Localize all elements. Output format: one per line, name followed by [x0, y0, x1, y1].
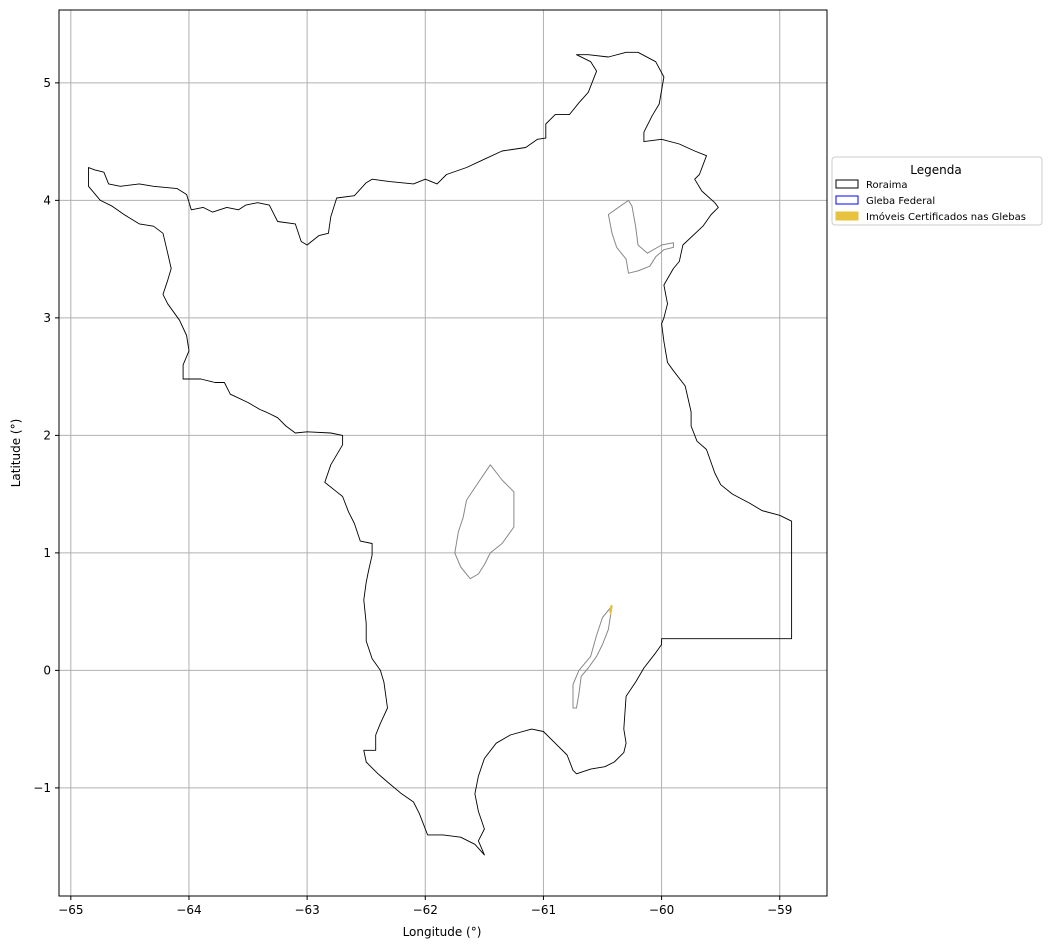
y-axis-ticks: −1 0 1 2 3 4 5 — [33, 76, 59, 795]
y-tick-label: 4 — [43, 193, 51, 207]
y-tick-label: 1 — [43, 546, 51, 560]
y-tick-label: 0 — [43, 663, 51, 677]
x-tick-label: −61 — [531, 903, 556, 917]
x-tick-label: −63 — [294, 903, 319, 917]
y-tick-label: 5 — [43, 76, 51, 90]
x-axis-ticks: −65 −64 −63 −62 −61 −60 −59 — [58, 896, 792, 917]
gleba-federal-polygon — [454, 464, 515, 580]
x-tick-label: −65 — [58, 903, 83, 917]
x-axis-label: Longitude (°) — [403, 925, 482, 939]
imovel-certificado-polygon — [609, 604, 613, 616]
x-tick-label: −64 — [176, 903, 201, 917]
legend-swatch — [835, 195, 859, 205]
y-tick-label: 2 — [43, 428, 51, 442]
legend-entry-label: Imóveis Certificados nas Glebas — [866, 211, 1026, 223]
gleba-federal-layer — [454, 199, 674, 709]
x-tick-label: −62 — [413, 903, 438, 917]
grid-lines — [59, 10, 827, 896]
legend-swatch — [835, 211, 859, 221]
x-tick-label: −59 — [767, 903, 792, 917]
legend-title: Legenda — [910, 163, 961, 177]
legend-entry-label: Gleba Federal — [866, 196, 935, 207]
x-tick-label: −60 — [649, 903, 674, 917]
gleba-federal-polygon — [607, 199, 674, 274]
legend: Legenda Roraima Gleba Federal Imóveis Cert… — [831, 156, 1043, 226]
legend-entry-label: Roraima — [866, 180, 908, 191]
roraima-layer — [88, 51, 793, 856]
imoveis-layer — [609, 604, 613, 616]
y-tick-label: −1 — [33, 781, 51, 795]
plot-frame — [58, 9, 828, 897]
legend-entries: Roraima Gleba Federal Imóveis Certificados… — [835, 179, 1026, 223]
legend-swatch — [835, 179, 859, 189]
legend-box — [831, 156, 1043, 226]
y-axis-label: Latitude (°) — [9, 419, 23, 488]
gleba-federal-polygon — [572, 605, 613, 709]
y-tick-label: 3 — [43, 311, 51, 325]
roraima-boundary — [88, 51, 793, 856]
